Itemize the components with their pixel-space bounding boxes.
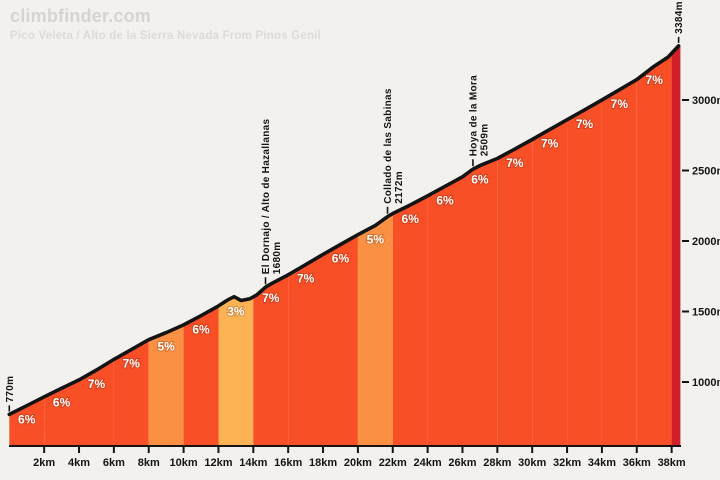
svg-text:El Dornajo / Alto de Hazallana: El Dornajo / Alto de Hazallanas [261,118,272,274]
summit-label: 3384m [674,1,685,43]
y-tick-label: 3000m [692,95,720,107]
segment-area [567,100,602,446]
x-tick-label: 4km [68,457,90,469]
x-tick-label: 30km [518,457,546,469]
gradient-label: 7% [506,156,524,170]
x-tick-label: 26km [448,457,476,469]
gradient-labels: 6% 6% 7% 7% 5% 6% 3% 7% 7% 6% 5% 6% 6% 6% 7% 7% 7% 7% 7% [17,72,664,428]
x-tick-label: 12km [204,457,232,469]
climb-title: Pico Veleta / Alto de la Sierra Nevada F… [10,29,321,42]
segment-area [44,379,79,446]
gradient-label: 5% [367,232,385,246]
x-tick-label: 18km [309,457,337,469]
segment-area [183,305,219,446]
gradient-label: 6% [192,323,210,337]
gradient-label: 6% [332,252,350,266]
svg-text:770m: 770m [5,376,16,403]
svg-text:2509m: 2509m [479,124,490,157]
segment-area [148,324,184,446]
x-tick-label: 8km [138,457,160,469]
x-tick-label: 34km [588,457,616,469]
x-tick-label: 22km [379,457,407,469]
svg-text:Collado de las Sabinas: Collado de las Sabinas [383,88,394,204]
segment-area [357,213,393,446]
gradient-label: 7% [88,377,106,391]
svg-text:3384m: 3384m [674,1,685,34]
gradient-label: 6% [471,173,489,187]
x-tick-label: 36km [623,457,651,469]
segment-area [601,79,637,446]
gradient-label: 3% [227,305,245,319]
gradient-label: 6% [436,193,454,207]
landmark-label: Collado de las Sabinas 2172m [383,88,405,204]
segment-area [636,53,672,447]
x-tick-label: 2km [33,457,55,469]
svg-text:1680m: 1680m [272,242,283,275]
segment-area [218,296,254,446]
x-tick-label: 32km [553,457,581,469]
landmark-label: Hoya de la Mora 2509m [468,75,490,156]
x-tick-label: 14km [239,457,267,469]
gradient-label: 7% [123,357,141,371]
x-tick-label: 16km [274,457,302,469]
gradient-label: 6% [402,212,420,226]
profile-line [7,44,681,417]
svg-text:Hoya de la Mora: Hoya de la Mora [468,75,479,156]
svg-text:2172m: 2172m [394,171,405,204]
gradient-label: 7% [611,97,629,111]
segment-area [671,45,681,447]
chart-header: climbfinder.com Pico Veleta / Alto de la… [10,6,321,43]
y-tick-label: 1000m [692,377,720,389]
segment-area [288,254,323,446]
y-tick-label: 2000m [692,236,720,248]
segment-area [392,195,428,446]
gradient-label: 6% [18,413,36,427]
x-tick-label: 24km [414,457,442,469]
segment-area [462,158,498,446]
x-tick-label: 6km [103,457,125,469]
gradient-label: 7% [541,137,559,151]
x-tick-label: 20km [344,457,372,469]
landmark-labels: El Dornajo / Alto de Hazallanas 1680m Coll… [261,75,490,285]
gradient-label: 7% [297,272,315,286]
x-axis: 2km 4km 6km 8km 10km 12km 14km 16km 18km 20km 22km… [9,445,686,469]
segment-area [497,139,533,446]
landmark-label: El Dornajo / Alto de Hazallanas 1680m [261,118,283,274]
gradient-label: 5% [157,340,175,354]
y-axis: 1000m 1500m 2000m 2500m 3000m [682,95,720,389]
gradient-label: 7% [576,117,594,131]
gradient-label: 7% [646,73,664,87]
segment-area [323,234,358,446]
y-tick-label: 1500m [692,307,720,319]
x-tick-label: 38km [658,457,686,469]
x-tick-label: 28km [483,457,511,469]
gradient-label: 6% [53,395,71,409]
brand-watermark: climbfinder.com [10,6,152,26]
segment-area [9,396,45,446]
x-tick-label: 10km [170,457,198,469]
gradient-label: 7% [262,291,280,305]
start-label: 770m [5,376,16,412]
segment-area [79,359,114,446]
segment-area [253,274,289,446]
y-tick-label: 2500m [692,166,720,178]
gradient-segments [9,45,681,447]
segment-area [532,119,568,446]
segment-area [427,176,463,447]
segment-area [113,339,149,446]
